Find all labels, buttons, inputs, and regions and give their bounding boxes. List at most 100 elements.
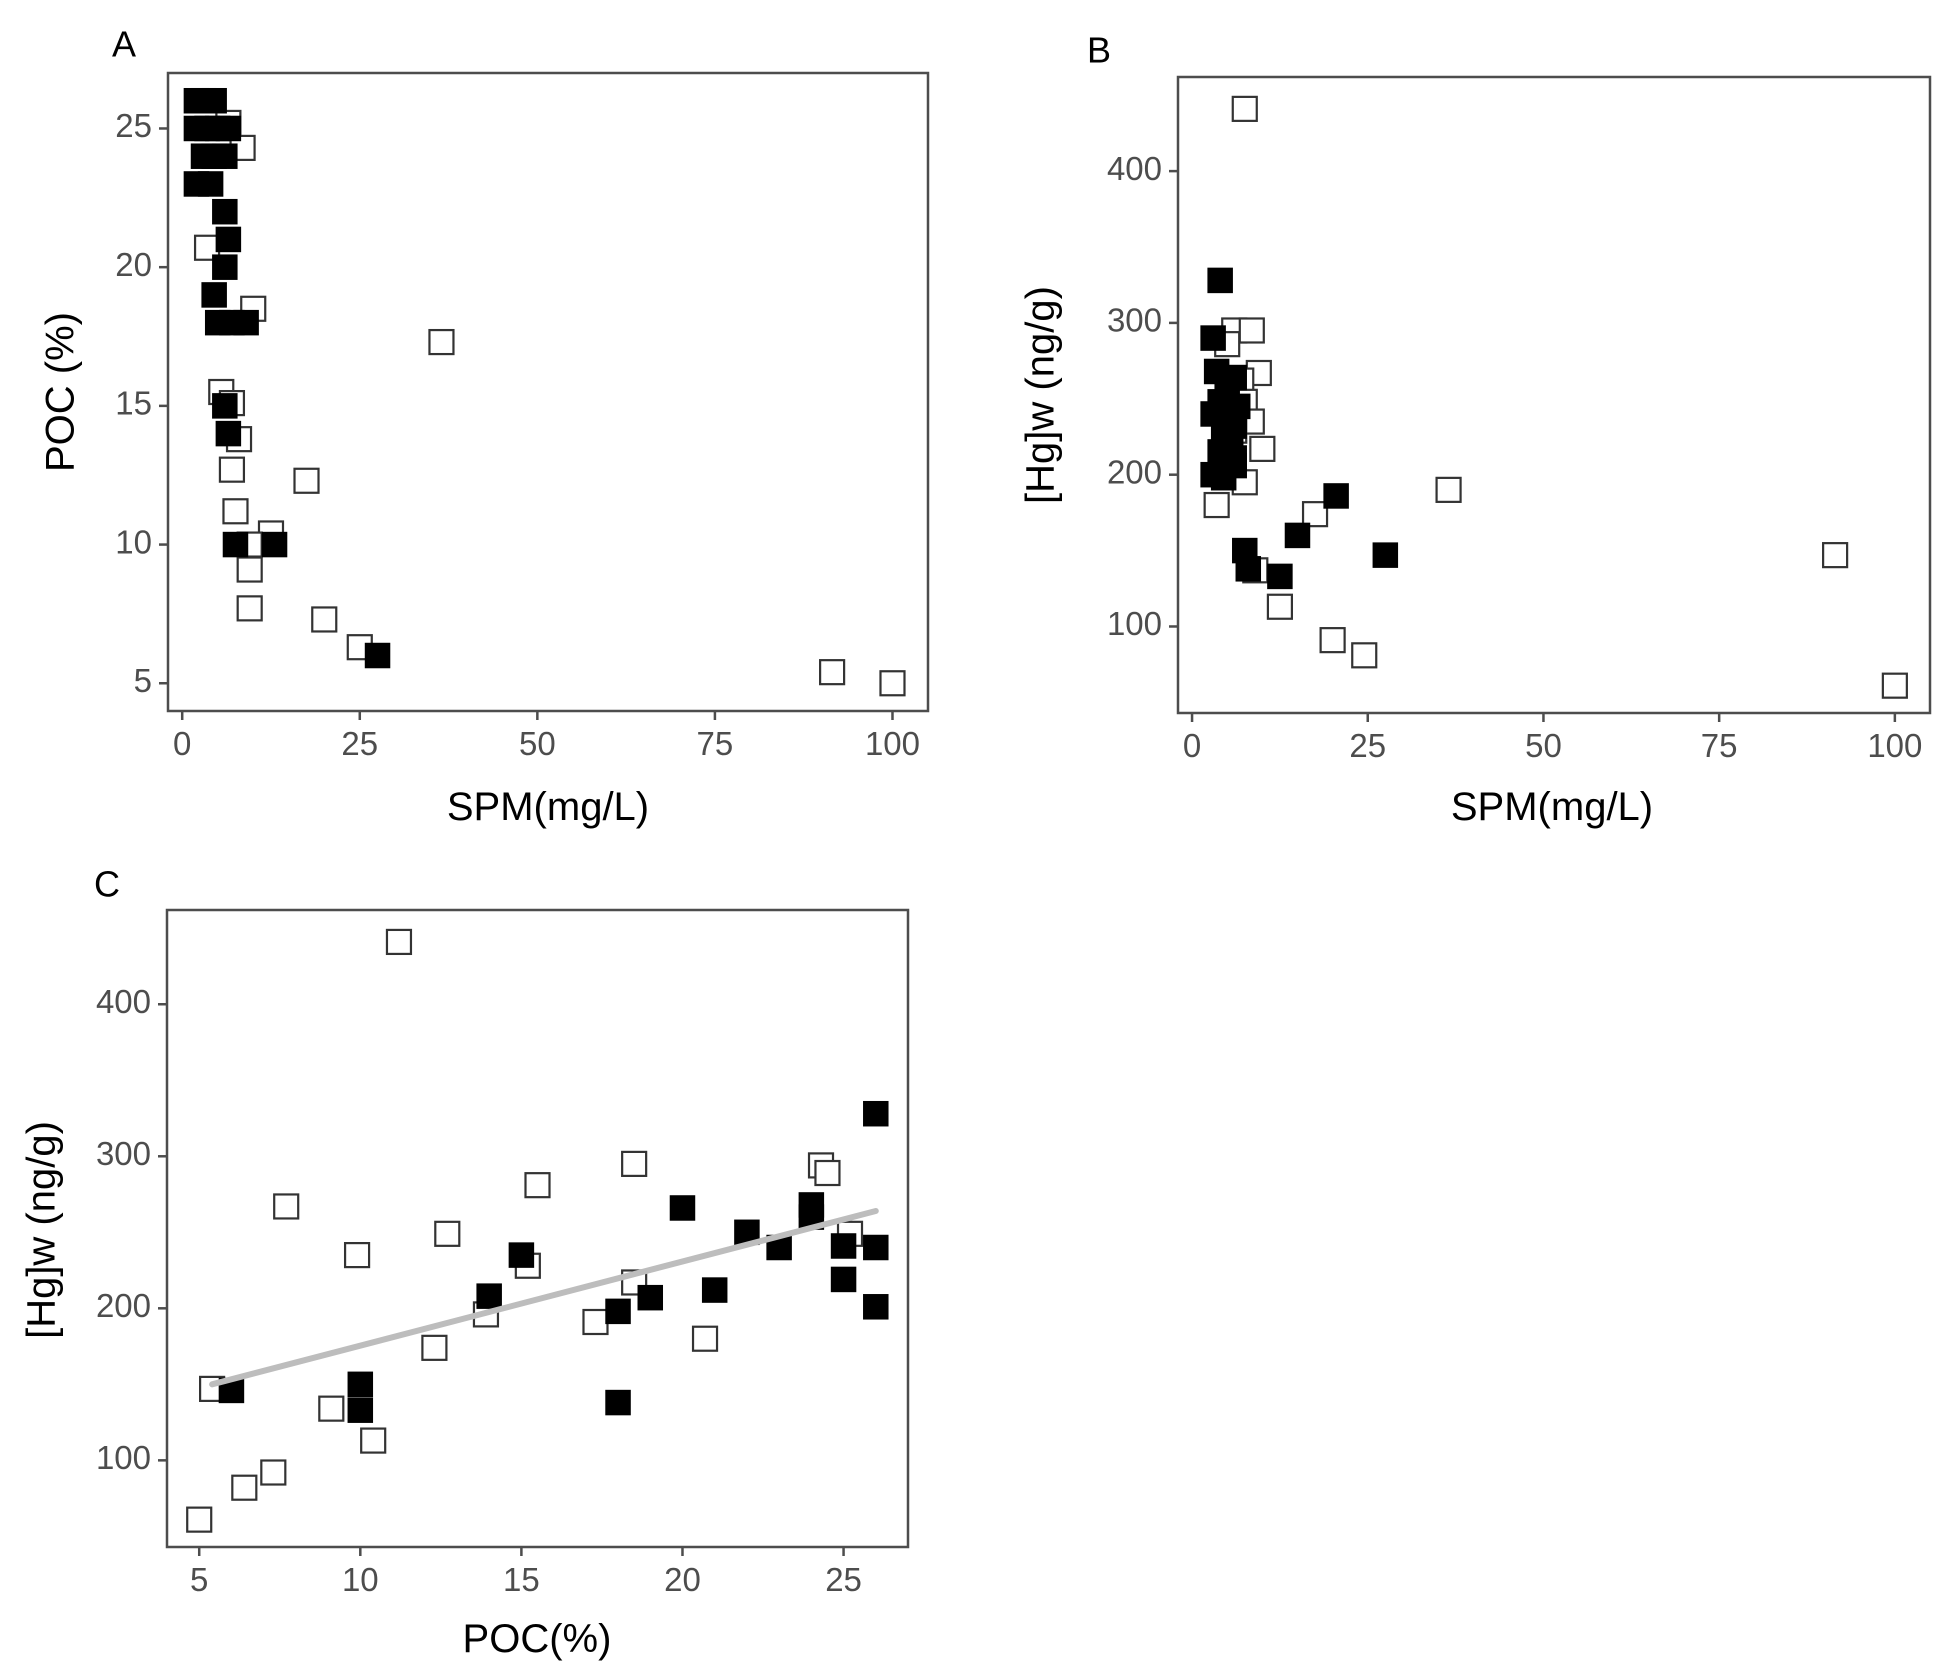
data-point-open: [819, 659, 846, 686]
y-tick-label: 5: [134, 662, 152, 699]
data-point-filled: [1200, 325, 1226, 351]
x-tick-label: 100: [865, 725, 920, 762]
x-tick-label: 10: [342, 1561, 379, 1598]
data-point-open: [222, 498, 249, 525]
x-tick-label: 0: [1183, 727, 1201, 764]
data-point-open: [218, 456, 246, 483]
x-tick-label: 25: [825, 1561, 862, 1598]
data-point-filled: [1284, 522, 1311, 549]
data-point-filled: [197, 171, 224, 197]
y-tick-label: 25: [115, 107, 152, 144]
data-point-filled: [222, 531, 249, 558]
data-point-filled: [212, 143, 238, 169]
data-point-open: [814, 1159, 841, 1187]
data-point-open: [434, 1220, 461, 1247]
data-point-filled: [1267, 563, 1293, 590]
y-tick-label: 400: [1107, 150, 1162, 187]
y-tick-label: 100: [96, 1439, 151, 1476]
y-tick-label: 20: [115, 246, 152, 283]
y-axis-title: [Hg]w (ng/g): [1019, 286, 1063, 504]
data-point-open: [231, 1474, 258, 1501]
x-axis-title: POC(%): [463, 1617, 612, 1661]
series-filled: [1200, 267, 1399, 590]
data-point-open: [1822, 542, 1849, 569]
data-point-open: [1266, 593, 1294, 620]
data-point-filled: [215, 420, 242, 447]
x-axis-title: SPM(mg/L): [1451, 785, 1653, 829]
data-point-filled: [1235, 556, 1262, 582]
data-point-filled: [701, 1277, 728, 1303]
data-point-filled: [605, 1298, 631, 1325]
data-point-filled: [347, 1397, 374, 1423]
plot-frame: [165, 908, 910, 1549]
data-point-filled: [508, 1242, 535, 1268]
panel-b: B 0 25 50 75 100 100 200 300 400 SPM(mg/L) [Hg]w (n…: [1019, 30, 1932, 829]
panel-letter: A: [112, 24, 136, 65]
y-axis-title: [Hg]w (ng/g): [20, 1121, 64, 1339]
data-point-filled: [863, 1100, 889, 1127]
data-point-open: [1319, 627, 1346, 654]
data-point-open: [1249, 435, 1276, 462]
data-point-filled: [605, 1389, 631, 1416]
data-point-filled: [637, 1284, 664, 1311]
trend-line: [209, 1208, 879, 1388]
data-point-open: [1231, 95, 1258, 122]
data-point-open: [421, 1334, 448, 1361]
series-open: [193, 109, 906, 697]
x-tick-label: 50: [519, 725, 556, 762]
data-point-filled: [212, 254, 238, 280]
data-point-filled: [669, 1195, 696, 1221]
x-tick-label: 75: [1701, 727, 1738, 764]
y-tick-label: 15: [115, 385, 152, 422]
y-tick-label: 200: [96, 1287, 151, 1324]
data-point-open: [1238, 317, 1265, 344]
y-tick-label: 200: [1107, 453, 1162, 490]
data-point-open: [311, 606, 338, 633]
data-point-filled: [212, 393, 238, 419]
data-point-open: [186, 1506, 213, 1533]
data-point-open: [879, 670, 906, 697]
y-tick-label: 300: [1107, 302, 1162, 339]
x-tick-label: 15: [503, 1561, 540, 1598]
series-open: [1203, 95, 1908, 699]
x-tick-label: 25: [341, 725, 378, 762]
y-tick-label: 300: [96, 1135, 151, 1172]
data-point-filled: [261, 531, 288, 558]
x-axis-title: SPM(mg/L): [447, 785, 649, 829]
panel-letter: B: [1087, 30, 1111, 71]
y-tick-label: 100: [1107, 605, 1162, 642]
data-point-filled: [215, 226, 242, 253]
data-point-open: [1881, 672, 1908, 699]
data-point-filled: [215, 115, 242, 142]
data-point-open: [273, 1193, 300, 1220]
data-point-open: [343, 1242, 371, 1269]
data-point-open: [428, 328, 455, 356]
data-point-filled: [1221, 452, 1247, 479]
data-point-open: [582, 1308, 609, 1336]
data-point-open: [1351, 642, 1378, 669]
panel-a: A 0 25 50 75 100 5 10 15 20 25 SPM(mg/L) POC (%): [39, 24, 930, 829]
data-point-filled: [830, 1233, 857, 1259]
series-filled: [183, 87, 391, 669]
y-tick-label: 10: [115, 523, 152, 560]
data-point-open: [621, 1150, 648, 1177]
data-point-filled: [233, 309, 259, 336]
x-tick-label: 100: [1867, 727, 1922, 764]
data-point-open: [1435, 476, 1462, 503]
x-tick-label: 75: [697, 725, 734, 762]
data-point-open: [524, 1172, 551, 1199]
series-filled: [218, 1100, 889, 1423]
data-point-open: [236, 556, 263, 583]
data-point-open: [385, 928, 413, 956]
data-point-open: [236, 595, 263, 622]
plot-frame: [166, 71, 930, 713]
data-point-filled: [212, 198, 238, 225]
data-point-filled: [830, 1266, 857, 1293]
data-point-filled: [1207, 267, 1233, 294]
data-point-filled: [863, 1294, 889, 1320]
panel-c: C 5 10 15 20 25 100 200 300 400 POC(%) [Hg]w (ng/g): [20, 864, 910, 1661]
data-point-filled: [1323, 483, 1349, 509]
x-tick-label: 0: [173, 725, 191, 762]
data-point-open: [293, 467, 320, 494]
data-point-filled: [364, 642, 391, 669]
